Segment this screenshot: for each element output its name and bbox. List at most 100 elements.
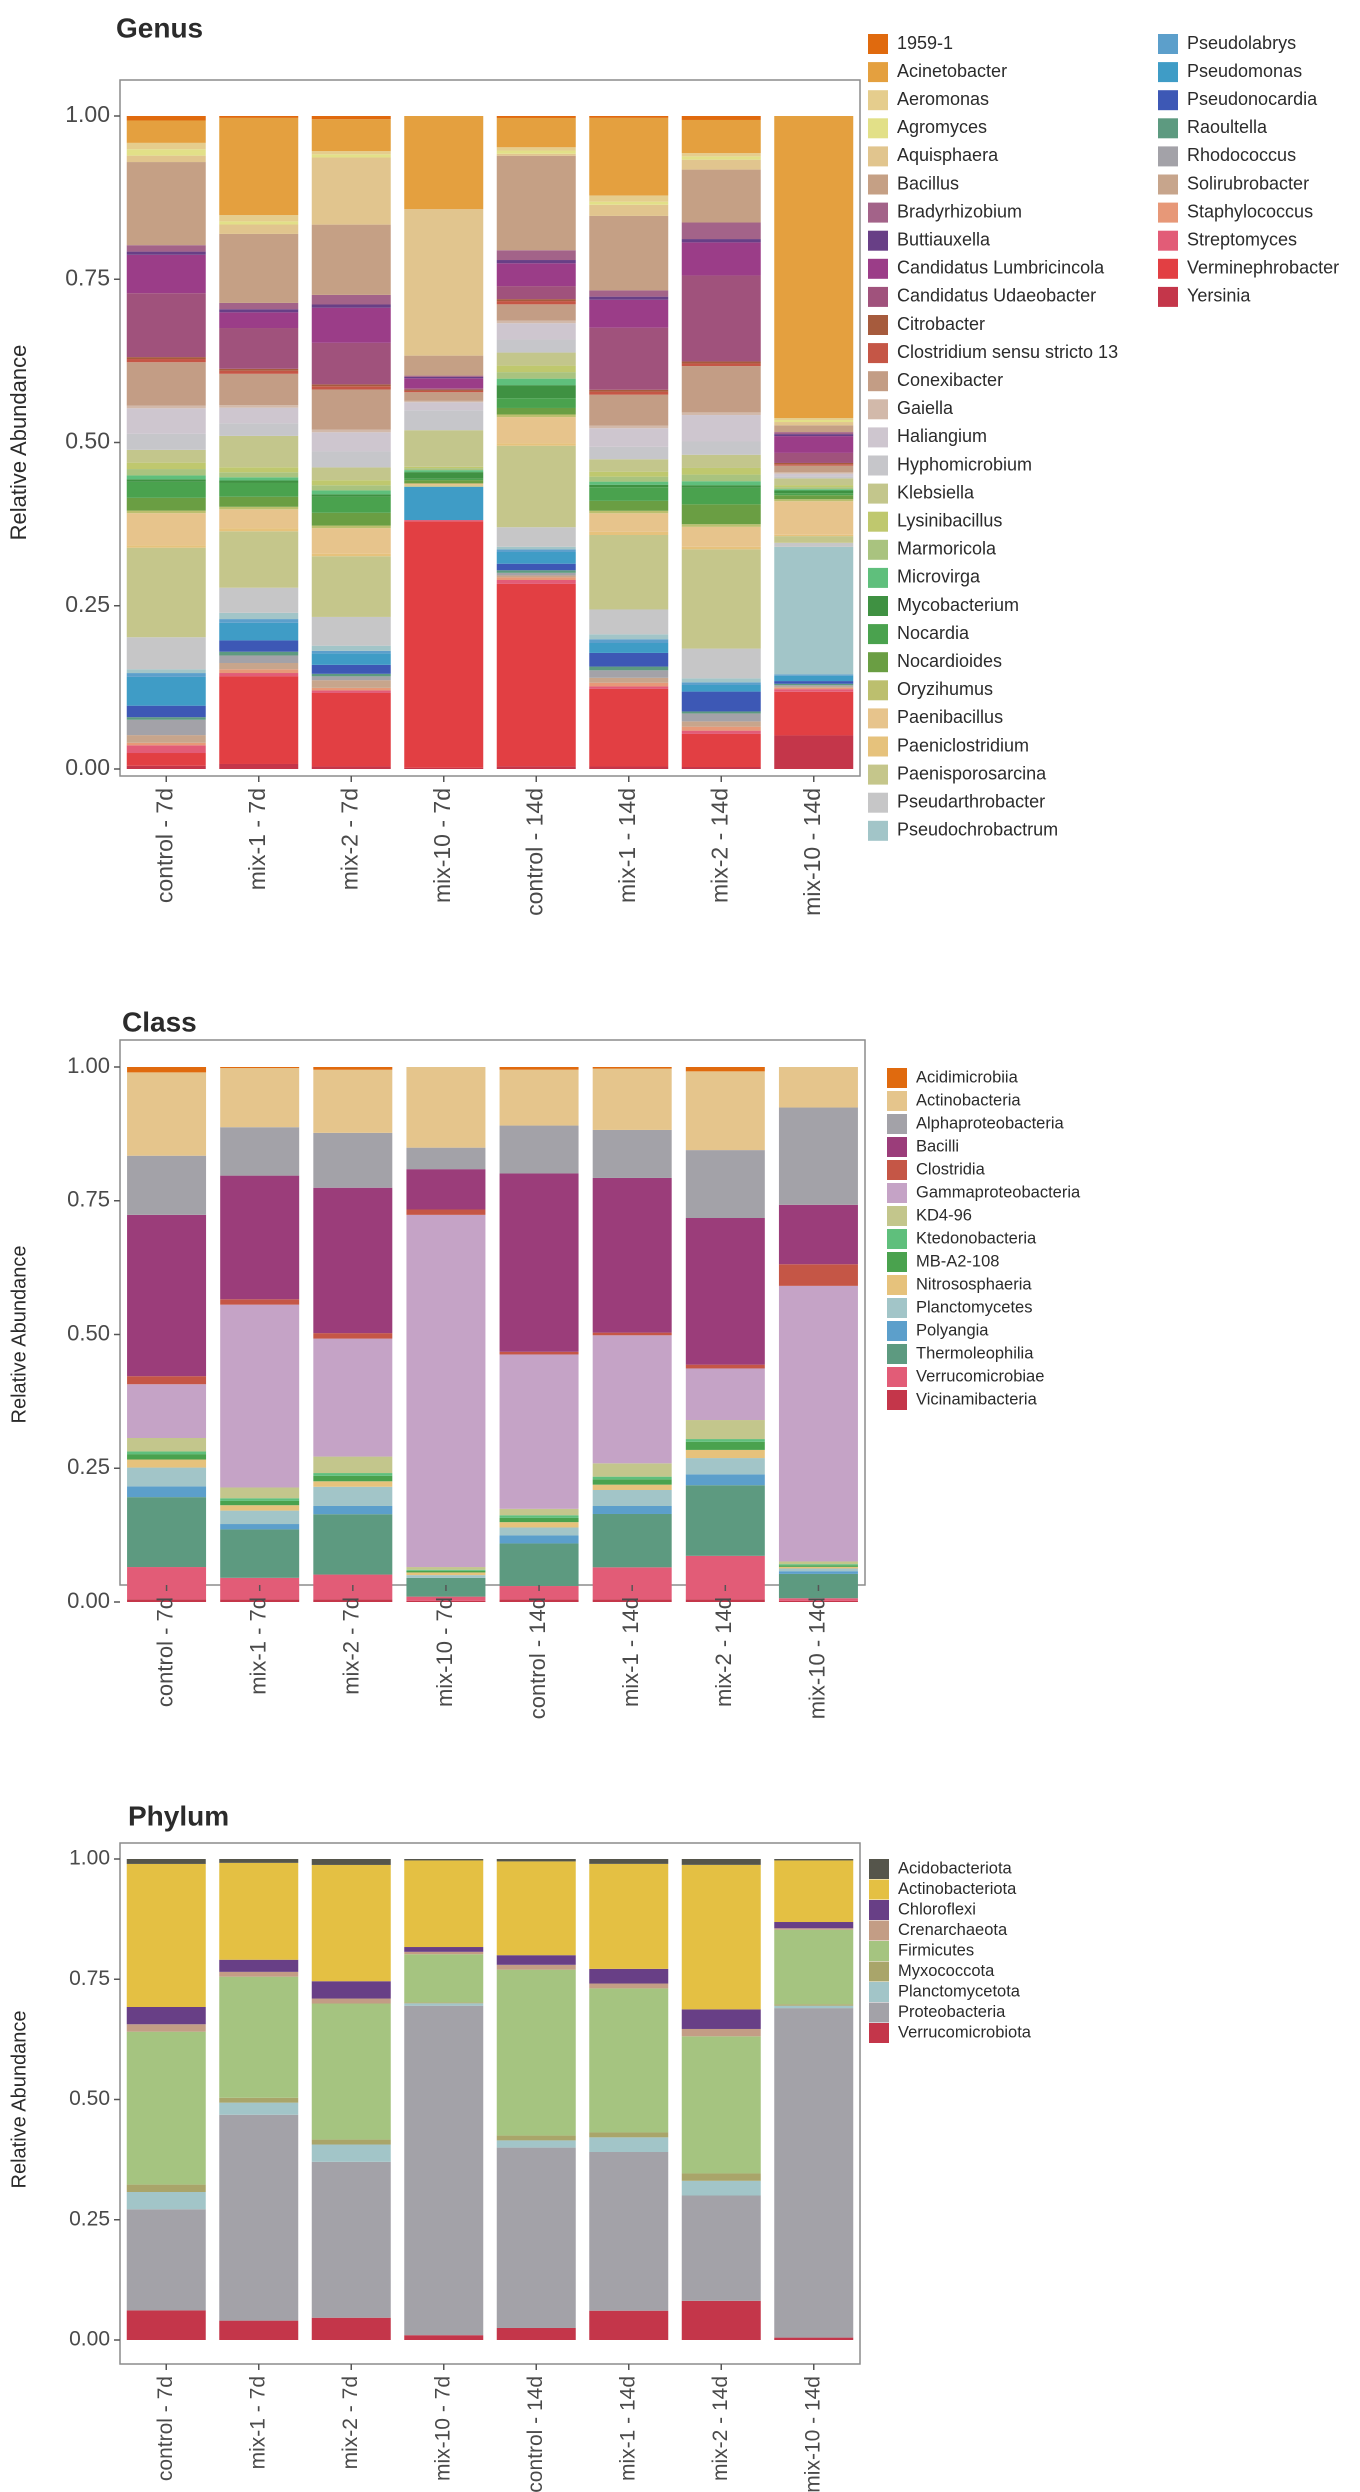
bar-segment-candidatus-udaeobacter xyxy=(404,388,484,390)
bar-segment-paenibacillus xyxy=(311,528,391,554)
bar-segment-1959-1 xyxy=(681,116,761,120)
bar-segment-gammaproteobacteria xyxy=(778,1285,858,1562)
bar-segment-actinobacteriota xyxy=(311,1864,391,1982)
bar-segment-raoultella xyxy=(589,666,669,671)
bar-segment-aeromonas xyxy=(774,418,854,421)
bar-segment-clostridium-sensu-stricto-13 xyxy=(681,363,761,367)
bar-segment-conexibacter xyxy=(589,394,669,426)
bar-segment-bacilli xyxy=(685,1217,765,1365)
bar-segment-gammaproteobacteria xyxy=(127,1384,207,1439)
bar-segment-proteobacteria xyxy=(404,2005,484,2336)
bar-segment-vicinamibacteria xyxy=(685,1599,765,1602)
x-tick-label: mix-1 - 7d xyxy=(244,788,270,890)
bar-segment-aquisphaera xyxy=(126,155,206,163)
bar-segment-polyangia xyxy=(220,1524,300,1530)
bar-segment-thermoleophilia xyxy=(313,1514,393,1575)
bar-segment-pseudomonas xyxy=(774,675,854,682)
x-tick-label: mix-2 - 7d xyxy=(336,788,362,890)
bar-segment-myxococcota xyxy=(774,2004,854,2006)
legend-label-haliangium: Haliangium xyxy=(897,426,987,446)
bar-segment-streptomyces xyxy=(681,730,761,734)
bar-segment-pseudonocardia xyxy=(311,664,391,674)
bar-segment-verminephrobacter xyxy=(774,691,854,736)
bar-segment-verrucomicrobiae xyxy=(778,1598,858,1601)
bar-segment-crenarchaeota xyxy=(126,2024,206,2032)
bar-segment-acidimicrobiia xyxy=(685,1067,765,1072)
legend-label-clostridium-sensu-stricto-13: Clostridium sensu stricto 13 xyxy=(897,342,1118,362)
legend-label-agromyces: Agromyces xyxy=(897,117,987,137)
bar-segment-chloroflexi xyxy=(219,1959,299,1972)
bar-segment-gammaproteobacteria xyxy=(592,1335,672,1464)
bar-segment-nitrososphaeria xyxy=(685,1449,765,1459)
legend-label-pseudomonas: Pseudomonas xyxy=(1187,61,1302,81)
bar-segment-pseudonocardia xyxy=(681,691,761,712)
bar-segment-candidatus-udaeobacter xyxy=(681,275,761,362)
bar-segment-thermoleophilia xyxy=(592,1513,672,1568)
bar-segment-mb-a2-108 xyxy=(499,1517,579,1523)
bar-segment-raoultella xyxy=(496,570,576,573)
bar-segment-buttiauxella xyxy=(496,260,576,264)
bar-segment-nitrososphaeria xyxy=(127,1459,207,1468)
legend-swatch-gammaproteobacteria xyxy=(887,1183,907,1203)
bar-segment-pseudomonas xyxy=(496,551,576,564)
bar-segment-agromyces xyxy=(496,150,576,154)
bar-segment-bacillus xyxy=(681,169,761,223)
phylum-legend: Acidobacteriota Actinobacteriota Chlorofle… xyxy=(869,1859,1032,2043)
bar-segment-nocardioides xyxy=(126,497,206,511)
bar-segment-verrucomicrobiota xyxy=(496,2327,576,2340)
bar-segment-vicinamibacteria xyxy=(406,1600,486,1602)
bar-segment-gaiella xyxy=(126,405,206,409)
bar-segment-bacilli xyxy=(220,1175,300,1300)
bar-segment-conexibacter xyxy=(774,465,854,473)
bar-segment-candidatus-lumbricincola xyxy=(404,378,484,389)
legend-label-myxococcota: Myxococcota xyxy=(898,1962,995,1980)
bar-segment-nitrososphaeria xyxy=(406,1572,486,1576)
bar-segment-bradyrhizobium xyxy=(589,290,669,297)
bar-segment-mycobacterium xyxy=(219,480,299,483)
bar-segment-pseudolabrys xyxy=(219,619,299,623)
bar-segment-kd4-96 xyxy=(313,1456,393,1474)
bar-segment-polyangia xyxy=(685,1474,765,1486)
bar-segment-solirubrobacter xyxy=(219,662,299,670)
bar-segment-thermoleophilia xyxy=(220,1529,300,1578)
bar-segment-citrobacter xyxy=(404,389,484,391)
legend-swatch-conexibacter xyxy=(868,371,888,392)
legend-label-citrobacter: Citrobacter xyxy=(897,314,985,334)
bar-segment-chloroflexi xyxy=(681,2009,761,2029)
bar-segment-conexibacter xyxy=(219,373,299,406)
legend-swatch-gaiella xyxy=(868,399,888,420)
bar-segment-chloroflexi xyxy=(126,2007,206,2025)
bar-segment-hyphomicrobium xyxy=(496,339,576,353)
y-tick-label: 0.25 xyxy=(65,591,110,617)
bar-segment-planctomycetota xyxy=(219,2102,299,2115)
bar-segment-streptomyces xyxy=(774,689,854,692)
bar-segment-paeniclostridium xyxy=(681,546,761,550)
bar-segment-bradyrhizobium xyxy=(219,302,299,310)
bar-segment-nocardia xyxy=(219,482,299,497)
bar-segment-mb-a2-108 xyxy=(313,1475,393,1482)
legend-label-1959-1: 1959-1 xyxy=(897,33,953,53)
bar-segment-haliangium xyxy=(404,402,484,411)
legend-label-acidimicrobiia: Acidimicrobiia xyxy=(916,1068,1019,1086)
bar-segment-candidatus-lumbricincola xyxy=(219,312,299,329)
bar-segment-yersinia xyxy=(496,766,576,769)
bar-segment-kd4-96 xyxy=(592,1463,672,1477)
bar-segment-mb-a2-108 xyxy=(406,1570,486,1573)
legend-swatch-pseudolabrys xyxy=(1158,34,1178,54)
bar-segment-gaiella xyxy=(496,320,576,324)
legend-swatch-bacillus xyxy=(868,174,888,195)
bar-segment-nocardia xyxy=(774,493,854,496)
bar-segment-candidatus-lumbricincola xyxy=(681,242,761,276)
bar-segment-lysinibacillus xyxy=(774,485,854,488)
legend-swatch-marmoricola xyxy=(868,539,888,560)
legend-swatch-acidimicrobiia xyxy=(887,1068,907,1088)
bar-segment-planctomycetota xyxy=(126,2192,206,2210)
x-tick-label: control - 7d xyxy=(151,788,177,903)
bar-segment-clostridium-sensu-stricto-13 xyxy=(589,391,669,395)
phylum-chart: Phylum 0.00 0.25 0.50 0.75 1.00 Relative Abund… xyxy=(8,1800,1032,2492)
bar-segment-myxococcota xyxy=(219,2097,299,2103)
bar-segment-oryzihumus xyxy=(774,499,854,502)
bar-segment-alphaproteobacteria xyxy=(406,1147,486,1170)
bar-segment-staphylococcus xyxy=(496,577,576,581)
bar-segment-citrobacter xyxy=(219,368,299,371)
